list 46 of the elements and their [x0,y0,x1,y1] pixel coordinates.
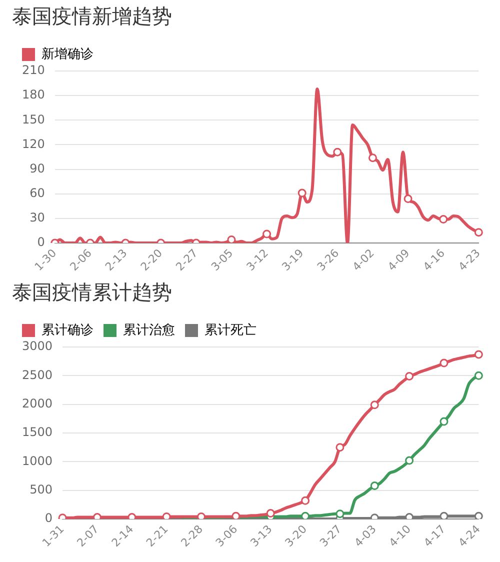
point [368,154,377,162]
y-tick-label: 2500 [22,368,53,382]
y-tick-label: 90 [30,161,45,176]
point [404,194,412,204]
y-tick-label: 210 [22,63,45,78]
legend-label: 累计治愈 [123,322,175,338]
legend-label: 累计死亡 [204,322,256,338]
point [266,509,275,518]
y-tick-label: 1000 [22,454,53,468]
point [298,188,306,198]
point [474,512,483,520]
chart-title: 泰国疫情累计趋势 [12,280,172,304]
y-tick-label: 60 [30,186,45,200]
point [370,400,379,410]
point [301,512,310,520]
point [370,482,379,490]
chart-title: 泰国疫情新增趋势 [12,4,172,28]
point [301,496,310,505]
y-tick-label: 120 [22,136,45,151]
point [474,228,483,237]
point [333,148,342,156]
point [439,215,448,224]
point [405,456,414,465]
y-tick-label: 2000 [22,396,53,410]
point [474,371,483,380]
point [336,443,344,452]
y-tick-label: 3000 [22,339,53,354]
point [262,230,272,238]
point [336,510,344,518]
y-tick-label: 180 [22,88,45,102]
y-tick-label: 0 [37,235,45,250]
y-tick-label: 0 [44,511,53,526]
y-tick-label: 500 [30,482,53,496]
legend-label: 累计确诊 [42,322,94,338]
point [405,372,414,380]
point [405,513,414,520]
point [440,358,448,368]
point [440,417,448,426]
y-tick-label: 150 [22,112,45,126]
point [227,235,236,244]
point [162,512,171,520]
point [440,512,448,520]
point [474,350,483,359]
y-tick-label: 1500 [22,425,53,440]
y-tick-label: 30 [30,210,45,225]
legend-label: 新增确诊 [42,46,94,62]
